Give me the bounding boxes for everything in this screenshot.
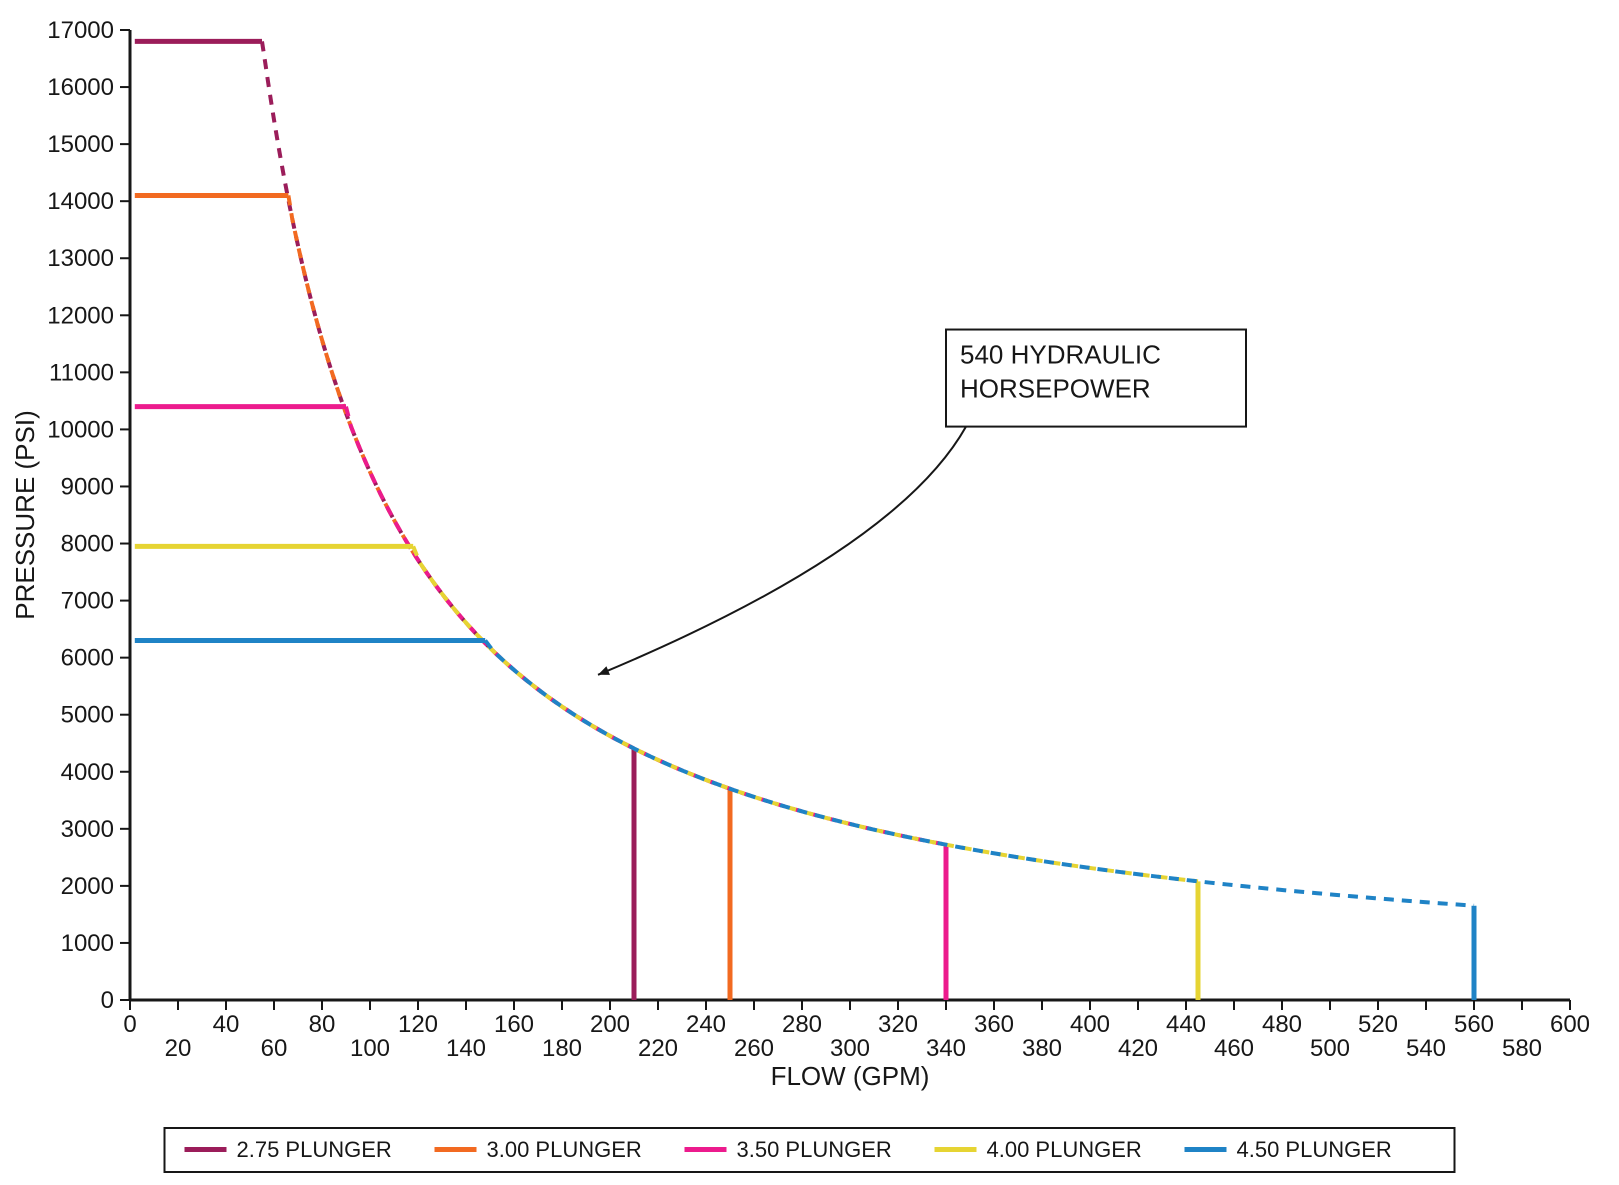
x-tick-label: 400	[1070, 1011, 1110, 1038]
x-tick-label: 420	[1118, 1035, 1158, 1062]
y-tick-label: 12000	[47, 302, 114, 329]
x-tick-label: 20	[165, 1035, 192, 1062]
x-tick-label: 200	[590, 1011, 630, 1038]
legend-label: 3.50 PLUNGER	[737, 1137, 892, 1162]
y-tick-label: 2000	[61, 873, 114, 900]
y-tick-label: 4000	[61, 759, 114, 786]
annotation-line1: 540 HYDRAULIC	[960, 340, 1161, 370]
y-tick-label: 5000	[61, 702, 114, 729]
x-tick-label: 100	[350, 1035, 390, 1062]
legend-swatch	[435, 1147, 477, 1152]
y-tick-label: 16000	[47, 74, 114, 101]
y-tick-label: 7000	[61, 588, 114, 615]
x-tick-label: 360	[974, 1011, 1014, 1038]
y-tick-label: 13000	[47, 245, 114, 272]
legend-label: 4.00 PLUNGER	[987, 1137, 1142, 1162]
x-tick-label: 0	[123, 1011, 136, 1038]
legend-swatch	[685, 1147, 727, 1152]
legend-label: 4.50 PLUNGER	[1237, 1137, 1392, 1162]
series-curve	[413, 546, 1198, 881]
x-tick-label: 260	[734, 1035, 774, 1062]
x-tick-label: 280	[782, 1011, 822, 1038]
y-tick-label: 14000	[47, 188, 114, 215]
series-curve	[346, 407, 946, 845]
x-tick-label: 80	[309, 1011, 336, 1038]
y-tick-label: 3000	[61, 816, 114, 843]
annotation-arrow-line	[598, 427, 966, 675]
x-tick-label: 600	[1550, 1011, 1590, 1038]
y-tick-label: 8000	[61, 531, 114, 558]
y-axis-title: PRESSURE (PSI)	[10, 410, 40, 620]
x-tick-label: 580	[1502, 1035, 1542, 1062]
y-tick-label: 9000	[61, 473, 114, 500]
y-tick-label: 15000	[47, 131, 114, 158]
annotation-arrowhead	[598, 666, 610, 675]
x-tick-label: 460	[1214, 1035, 1254, 1062]
x-tick-label: 140	[446, 1035, 486, 1062]
x-tick-label: 220	[638, 1035, 678, 1062]
y-tick-label: 6000	[61, 645, 114, 672]
x-tick-label: 480	[1262, 1011, 1302, 1038]
x-tick-label: 500	[1310, 1035, 1350, 1062]
y-tick-label: 11000	[49, 359, 114, 386]
y-tick-label: 0	[101, 987, 114, 1014]
x-tick-label: 440	[1166, 1011, 1206, 1038]
x-tick-label: 340	[926, 1035, 966, 1062]
x-tick-label: 380	[1022, 1035, 1062, 1062]
x-tick-label: 160	[494, 1011, 534, 1038]
x-tick-label: 540	[1406, 1035, 1446, 1062]
x-tick-label: 180	[542, 1035, 582, 1062]
x-axis-title: FLOW (GPM)	[771, 1061, 930, 1091]
x-tick-label: 60	[261, 1035, 288, 1062]
legend-swatch	[1185, 1147, 1227, 1152]
y-tick-label: 17000	[47, 17, 114, 44]
legend-label: 2.75 PLUNGER	[237, 1137, 392, 1162]
x-tick-label: 320	[878, 1011, 918, 1038]
pressure-flow-chart: 0100020003000400050006000700080009000100…	[0, 0, 1619, 1185]
x-tick-label: 560	[1454, 1011, 1494, 1038]
legend-swatch	[185, 1147, 227, 1152]
y-tick-label: 1000	[61, 930, 114, 957]
x-tick-label: 120	[398, 1011, 438, 1038]
x-tick-label: 40	[213, 1011, 240, 1038]
annotation-line2: HORSEPOWER	[960, 374, 1151, 404]
legend-swatch	[935, 1147, 977, 1152]
series-curve	[288, 195, 730, 788]
legend-label: 3.00 PLUNGER	[487, 1137, 642, 1162]
x-tick-label: 520	[1358, 1011, 1398, 1038]
x-tick-label: 240	[686, 1011, 726, 1038]
x-tick-label: 300	[830, 1035, 870, 1062]
y-tick-label: 10000	[47, 416, 114, 443]
